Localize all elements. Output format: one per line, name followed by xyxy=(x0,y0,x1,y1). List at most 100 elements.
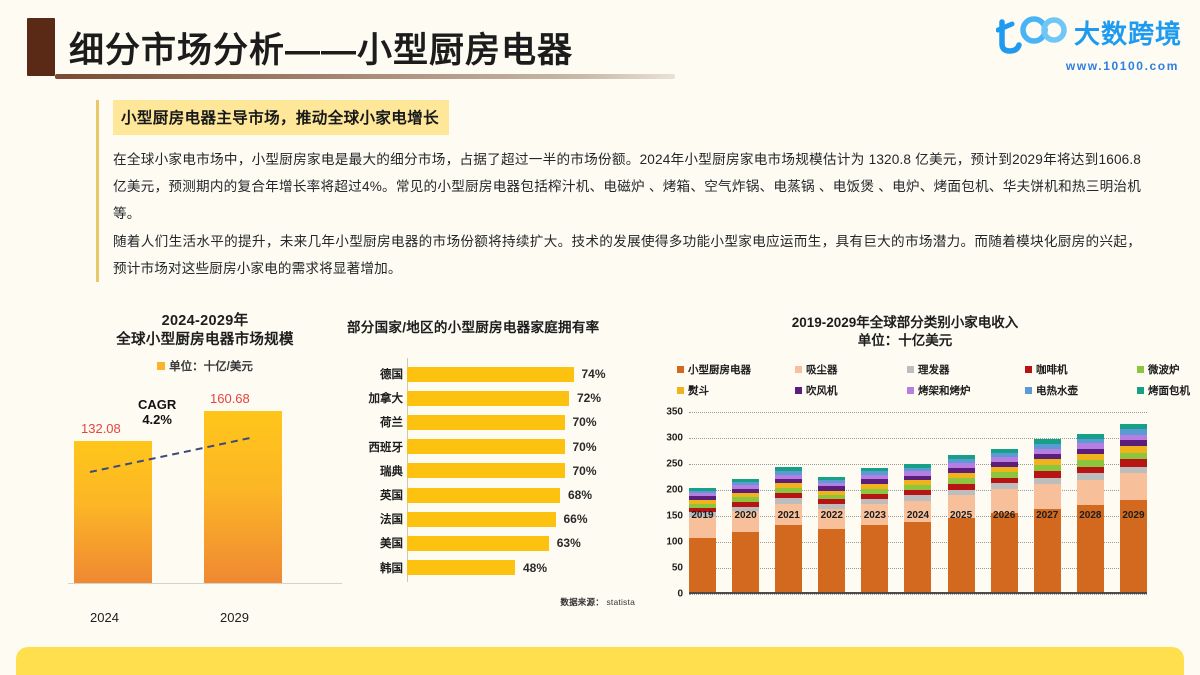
legend-label: 电热水壶 xyxy=(1036,385,1078,397)
stacked-bar-2021 xyxy=(775,467,803,592)
stack-segment xyxy=(990,471,1018,478)
logo-top-row: 大数跨境 xyxy=(995,14,1182,54)
ownership-row: 美国 63% xyxy=(380,531,645,555)
stack-segment xyxy=(861,471,889,476)
stack-segment xyxy=(1076,454,1104,460)
stack-segment xyxy=(904,490,932,496)
stack-segment xyxy=(990,466,1018,472)
source-label: 数据来源： xyxy=(560,596,604,607)
stack-segment xyxy=(775,478,803,484)
stack-segment xyxy=(689,537,716,592)
ownership-bar xyxy=(407,535,549,551)
chart-market-size-title-line1: 2024-2029年 xyxy=(161,313,249,329)
chart-baseline xyxy=(689,592,1147,594)
stack-segment xyxy=(861,493,889,499)
stack-segment xyxy=(689,496,716,500)
stacked-bar-2025 xyxy=(947,454,975,592)
bar-value-2024: 132.08 xyxy=(81,421,121,436)
legend-item-3: 咖啡机 xyxy=(1025,362,1137,377)
chart-market-size-legend-label: 单位：十亿/美元 xyxy=(169,361,253,373)
paragraph-2: 随着人们生活水平的提升，未来几年小型厨房电器的市场份额将持续扩大。技术的发展使得… xyxy=(113,234,1141,276)
xtick-label: 2020 xyxy=(734,510,757,521)
stack-segment xyxy=(1119,473,1147,500)
ownership-row: 德国 74% xyxy=(380,362,645,386)
stack-segment xyxy=(990,489,1018,513)
stack-segment xyxy=(775,503,803,525)
ownership-value-label: 72% xyxy=(577,391,602,406)
bar-2024 xyxy=(74,441,152,583)
legend-swatch-icon xyxy=(1137,366,1144,373)
stack-segment xyxy=(904,480,932,485)
xtick-label: 2025 xyxy=(949,510,973,521)
stack-segment xyxy=(947,483,975,490)
chart-market-size-legend: 单位：十亿/美元 xyxy=(60,358,350,374)
stack-segment xyxy=(990,483,1018,490)
stack-segment xyxy=(732,479,760,483)
stack-segment xyxy=(732,511,760,533)
chart-ownership-rate: 部分国家/地区的小型厨房电器家庭拥有率 德国 74% 加拿大 72% 荷兰 70% 西班牙 7… xyxy=(345,316,645,656)
ownership-country-label: 西班牙 xyxy=(368,441,404,454)
ownership-row-inner: 74% xyxy=(407,366,645,382)
stack-segment xyxy=(818,482,846,487)
legend-item-7: 烤架和烤炉 xyxy=(907,383,1025,398)
stack-segment xyxy=(1033,439,1061,444)
ownership-country-label: 瑞典 xyxy=(380,465,403,478)
chart-ownership-rate-title: 部分国家/地区的小型厨房电器家庭拥有率 xyxy=(347,320,600,335)
ownership-value-label: 48% xyxy=(523,560,548,575)
ytick-label: 200 xyxy=(666,484,683,496)
stack-segment xyxy=(990,448,1018,453)
stack-segment xyxy=(818,504,846,509)
stack-segment xyxy=(1076,448,1104,455)
ownership-bar xyxy=(407,560,515,576)
legend-label: 烤架和烤炉 xyxy=(918,385,971,397)
stacked-bar-2027 xyxy=(1033,439,1061,592)
stack-segment xyxy=(947,495,975,519)
page-title: 细分市场分析——小型厨房电器 xyxy=(69,30,574,70)
stack-segment xyxy=(1033,453,1061,460)
stack-segment xyxy=(904,484,932,491)
stack-segment xyxy=(689,511,716,517)
xtick-label: 2026 xyxy=(993,510,1016,521)
chart-ownership-rate-source: 数据来源： statista xyxy=(345,596,645,608)
stack-segment xyxy=(1119,440,1147,447)
stack-segment xyxy=(861,524,889,592)
ytick-label: 100 xyxy=(666,536,683,548)
stack-segment xyxy=(947,472,975,479)
stack-segment xyxy=(990,477,1018,484)
chart-category-revenue-title: 2019-2029年全球部分类别小家电收入 单位：十亿美元 xyxy=(655,314,1155,350)
stack-segment xyxy=(818,476,846,480)
legend-label: 咖啡机 xyxy=(1036,364,1068,376)
stack-segment xyxy=(1076,459,1104,467)
paragraph-1: 在全球小家电市场中，小型厨房家电是最大的细分市场，占据了超过一半的市场份额。20… xyxy=(113,152,1141,221)
callout-heading: 小型厨房电器主导市场，推动全球小家电增长 xyxy=(113,100,450,135)
legend-item-1: 吸尘器 xyxy=(795,362,907,377)
ownership-row: 加拿大 72% xyxy=(369,386,645,410)
stack-segment xyxy=(861,504,889,525)
stack-segment xyxy=(947,454,975,459)
stack-segment xyxy=(1033,471,1061,478)
chart-category-revenue-legend: 小型厨房电器 吸尘器 理发器 咖啡机 微波炉 熨斗 吹风机 烤架和烤炉 电热水壶 烤面包机 xyxy=(677,362,1190,398)
legend-swatch-icon xyxy=(677,387,684,394)
title-accent-block xyxy=(27,18,55,76)
stack-segment xyxy=(904,467,932,472)
stack-segment xyxy=(689,516,716,538)
stack-segment xyxy=(990,461,1018,467)
ownership-bar xyxy=(407,487,560,503)
bar-2029 xyxy=(204,411,282,583)
ownership-row-inner: 70% xyxy=(407,439,645,455)
chart-market-size-title: 2024-2029年 全球小型厨房电器市场规模 xyxy=(60,312,350,350)
chart-market-size: 2024-2029年 全球小型厨房电器市场规模 单位：十亿/美元 132.08 … xyxy=(60,312,350,657)
xtick-label: 2024 xyxy=(906,510,930,521)
chart-category-revenue-xaxis: 2019 2020 2021 2022 2023 2024 2025 2026 2027 2028… xyxy=(689,510,1147,521)
legend-label: 理发器 xyxy=(918,364,950,376)
bottom-accent-bar xyxy=(16,647,1184,675)
ytick-label: 50 xyxy=(671,562,683,574)
xtick-label: 2022 xyxy=(820,510,843,521)
xtick-label: 2021 xyxy=(777,510,800,521)
stack-segment xyxy=(732,506,760,512)
stack-segment xyxy=(1033,465,1061,472)
ownership-row: 韩国 48% xyxy=(380,556,645,580)
stack-segment xyxy=(775,470,803,475)
legend-label: 小型厨房电器 xyxy=(688,364,751,376)
stack-segment xyxy=(990,512,1018,592)
